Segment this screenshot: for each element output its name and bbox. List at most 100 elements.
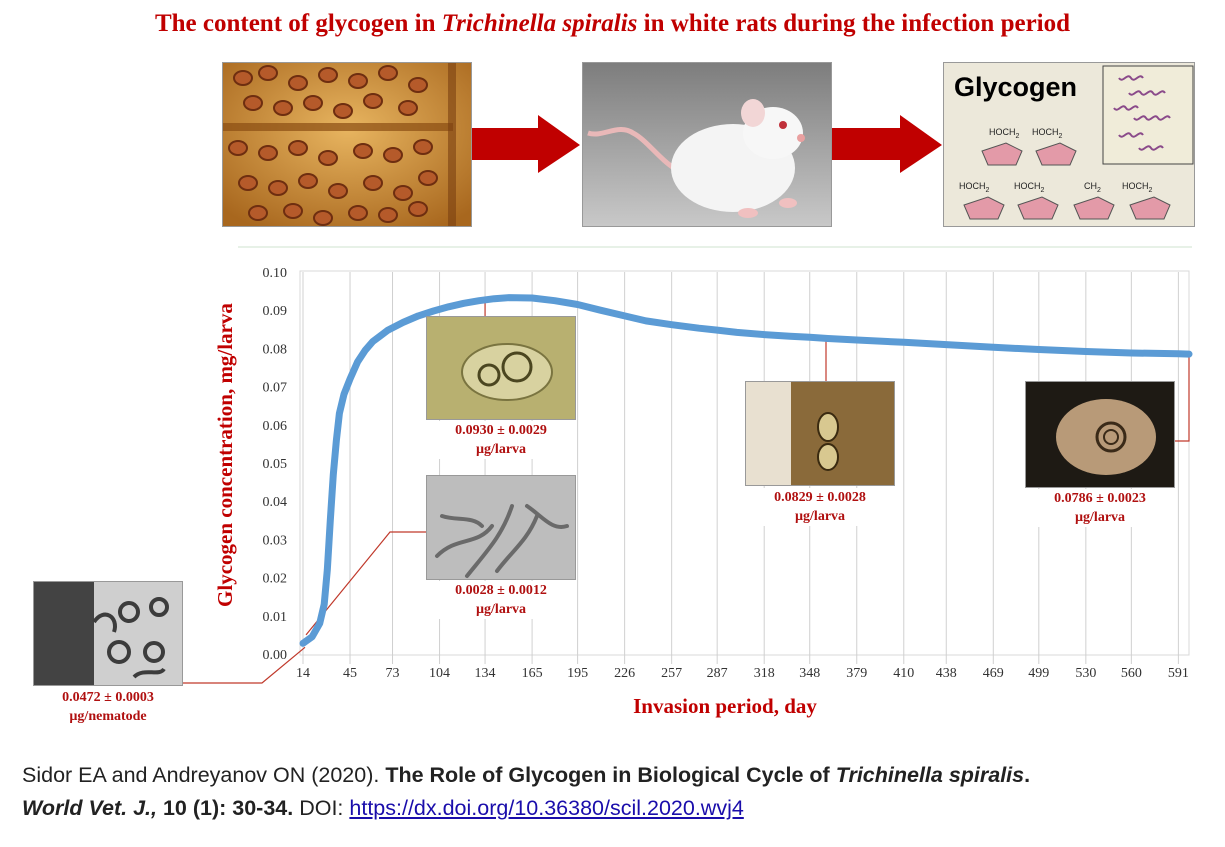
- cyst-shape: [383, 147, 403, 163]
- cyst-shape: [258, 145, 278, 161]
- larvae-micrograph: [426, 475, 576, 580]
- hoch2-label: HOCH: [959, 181, 986, 191]
- cyst-shape: [413, 139, 433, 155]
- cyst-larva-micrograph-drawing: [427, 317, 575, 419]
- y-tick-label: 0.08: [263, 342, 288, 357]
- ch2-label: CH: [1084, 181, 1097, 191]
- subscript-2: 2: [986, 187, 990, 194]
- cyst-shape: [353, 143, 373, 159]
- cyst-shape: [408, 201, 428, 217]
- cyst-shape: [268, 180, 288, 196]
- x-tick-label: 410: [893, 666, 914, 681]
- nematode-micrograph: [33, 581, 183, 686]
- annotation-leader-line: [183, 646, 306, 684]
- cyst-shape: [378, 65, 398, 81]
- series-line: [299, 294, 1193, 647]
- subscript-2: 2: [1059, 133, 1063, 140]
- cyst-shape: [273, 100, 293, 116]
- annotation-value: 0.0930 ± 0.0029: [455, 423, 547, 438]
- citation: Sidor EA and Andreyanov ON (2020). The R…: [22, 759, 1212, 825]
- x-tick-label: 287: [707, 666, 728, 681]
- figure-title: The content of glycogen in Trichinella s…: [0, 10, 1225, 38]
- annotation-caption: 0.0829 ± 0.0028 µg/larva: [745, 488, 895, 526]
- cyst-shape: [288, 140, 308, 156]
- x-tick-label: 73: [386, 666, 400, 681]
- cyst-shape: [233, 70, 253, 86]
- x-tick-label: 348: [799, 666, 820, 681]
- glycogen-structure-drawing: Glycogen HOCH2 HOCH2 HOCH2 HOCH2 CH2 HOC…: [944, 63, 1194, 226]
- cyst-shape: [408, 77, 428, 93]
- x-tick-label: 438: [936, 666, 957, 681]
- cyst-shape: [378, 207, 398, 223]
- y-tick-label: 0.02: [263, 572, 288, 587]
- cyst-shape: [363, 175, 383, 191]
- annotation-value: 0.0829 ± 0.0028: [774, 490, 866, 505]
- x-axis-label: Invasion period, day: [633, 694, 817, 718]
- cyst-shape: [398, 100, 418, 116]
- x-tick-label: 195: [567, 666, 588, 681]
- x-tick-label: 257: [661, 666, 682, 681]
- title-part2: in white rats during the infection perio…: [637, 10, 1071, 37]
- citation-journal: World Vet. J.,: [22, 796, 157, 820]
- citation-title-end: .: [1024, 763, 1031, 787]
- rat-drawing: [583, 63, 831, 226]
- annotation-unit: µg/larva: [475, 602, 527, 617]
- doi-link[interactable]: https://dx.doi.org/10.36380/scil.2020.wv…: [349, 796, 744, 820]
- cyst-larva-micrograph: [426, 316, 576, 420]
- citation-authors: Sidor EA and Andreyanov ON (2020).: [22, 763, 386, 787]
- annotation-unit: µg/nematode: [69, 709, 147, 724]
- annotation-unit: µg/larva: [794, 509, 846, 524]
- encapsulated-larva-micrograph: [1025, 381, 1175, 488]
- x-tick-label: 469: [983, 666, 1004, 681]
- svg-text:HOCH2: HOCH2: [1014, 181, 1045, 194]
- annotation-unit: µg/larva: [1074, 510, 1126, 525]
- x-tick-label: 165: [522, 666, 543, 681]
- svg-text:HOCH2: HOCH2: [989, 127, 1020, 140]
- hoch2-label: HOCH: [989, 127, 1016, 137]
- annotation-caption: 0.0930 ± 0.0029 µg/larva: [426, 421, 576, 459]
- glycogen-label: Glycogen: [954, 72, 1077, 102]
- cyst-shape: [243, 95, 263, 111]
- x-tick-label: 104: [429, 666, 450, 681]
- x-tick-label: 45: [343, 666, 357, 681]
- cyst-shape: [248, 205, 268, 221]
- cyst-shape: [418, 170, 438, 186]
- subscript-2: 2: [1041, 187, 1045, 194]
- larvae-micrograph-drawing: [427, 476, 575, 579]
- doi-label: DOI:: [293, 796, 350, 820]
- citation-title-text: The Role of Glycogen in Biological Cycle…: [385, 763, 836, 787]
- cyst-shape: [298, 173, 318, 189]
- cyst-shape: [363, 93, 383, 109]
- white-rat-photo: [582, 62, 832, 227]
- cyst-shape: [318, 67, 338, 83]
- annotation-caption: 0.0472 ± 0.0003 µg/nematode: [33, 688, 183, 726]
- y-tick-label: 0.01: [263, 610, 288, 625]
- cyst-shape: [328, 183, 348, 199]
- annotation-leader-line: [1175, 353, 1190, 442]
- y-tick-label: 0.09: [263, 304, 288, 319]
- x-tick-label: 318: [754, 666, 775, 681]
- subscript-2: 2: [1149, 187, 1153, 194]
- annotation-value: 0.0786 ± 0.0023: [1054, 491, 1146, 506]
- x-tick-label: 226: [614, 666, 635, 681]
- annotation-leader-line: [305, 531, 426, 636]
- subscript-2: 2: [1097, 187, 1101, 194]
- title-part1: The content of glycogen in: [154, 10, 442, 37]
- arrow-right-icon: [832, 115, 942, 173]
- svg-text:HOCH2: HOCH2: [959, 181, 990, 194]
- cyst-shape: [258, 65, 278, 81]
- annotation-caption: 0.0786 ± 0.0023 µg/larva: [1025, 489, 1175, 527]
- svg-text:CH2: CH2: [1084, 181, 1101, 194]
- muscle-cyst-micrograph: [745, 381, 895, 486]
- x-tick-label: 530: [1075, 666, 1096, 681]
- citation-volume: 10 (1): 30-34.: [157, 796, 294, 820]
- cyst-shape: [333, 103, 353, 119]
- y-tick-label: 0.07: [263, 381, 288, 396]
- y-tick-label: 0.06: [263, 419, 288, 434]
- citation-title-species: Trichinella spiralis: [835, 763, 1025, 787]
- muscle-cyst-micrograph-drawing: [746, 382, 894, 485]
- plot-frame: [299, 270, 1190, 656]
- x-tick-label: 379: [846, 666, 867, 681]
- cyst-shape: [313, 210, 333, 226]
